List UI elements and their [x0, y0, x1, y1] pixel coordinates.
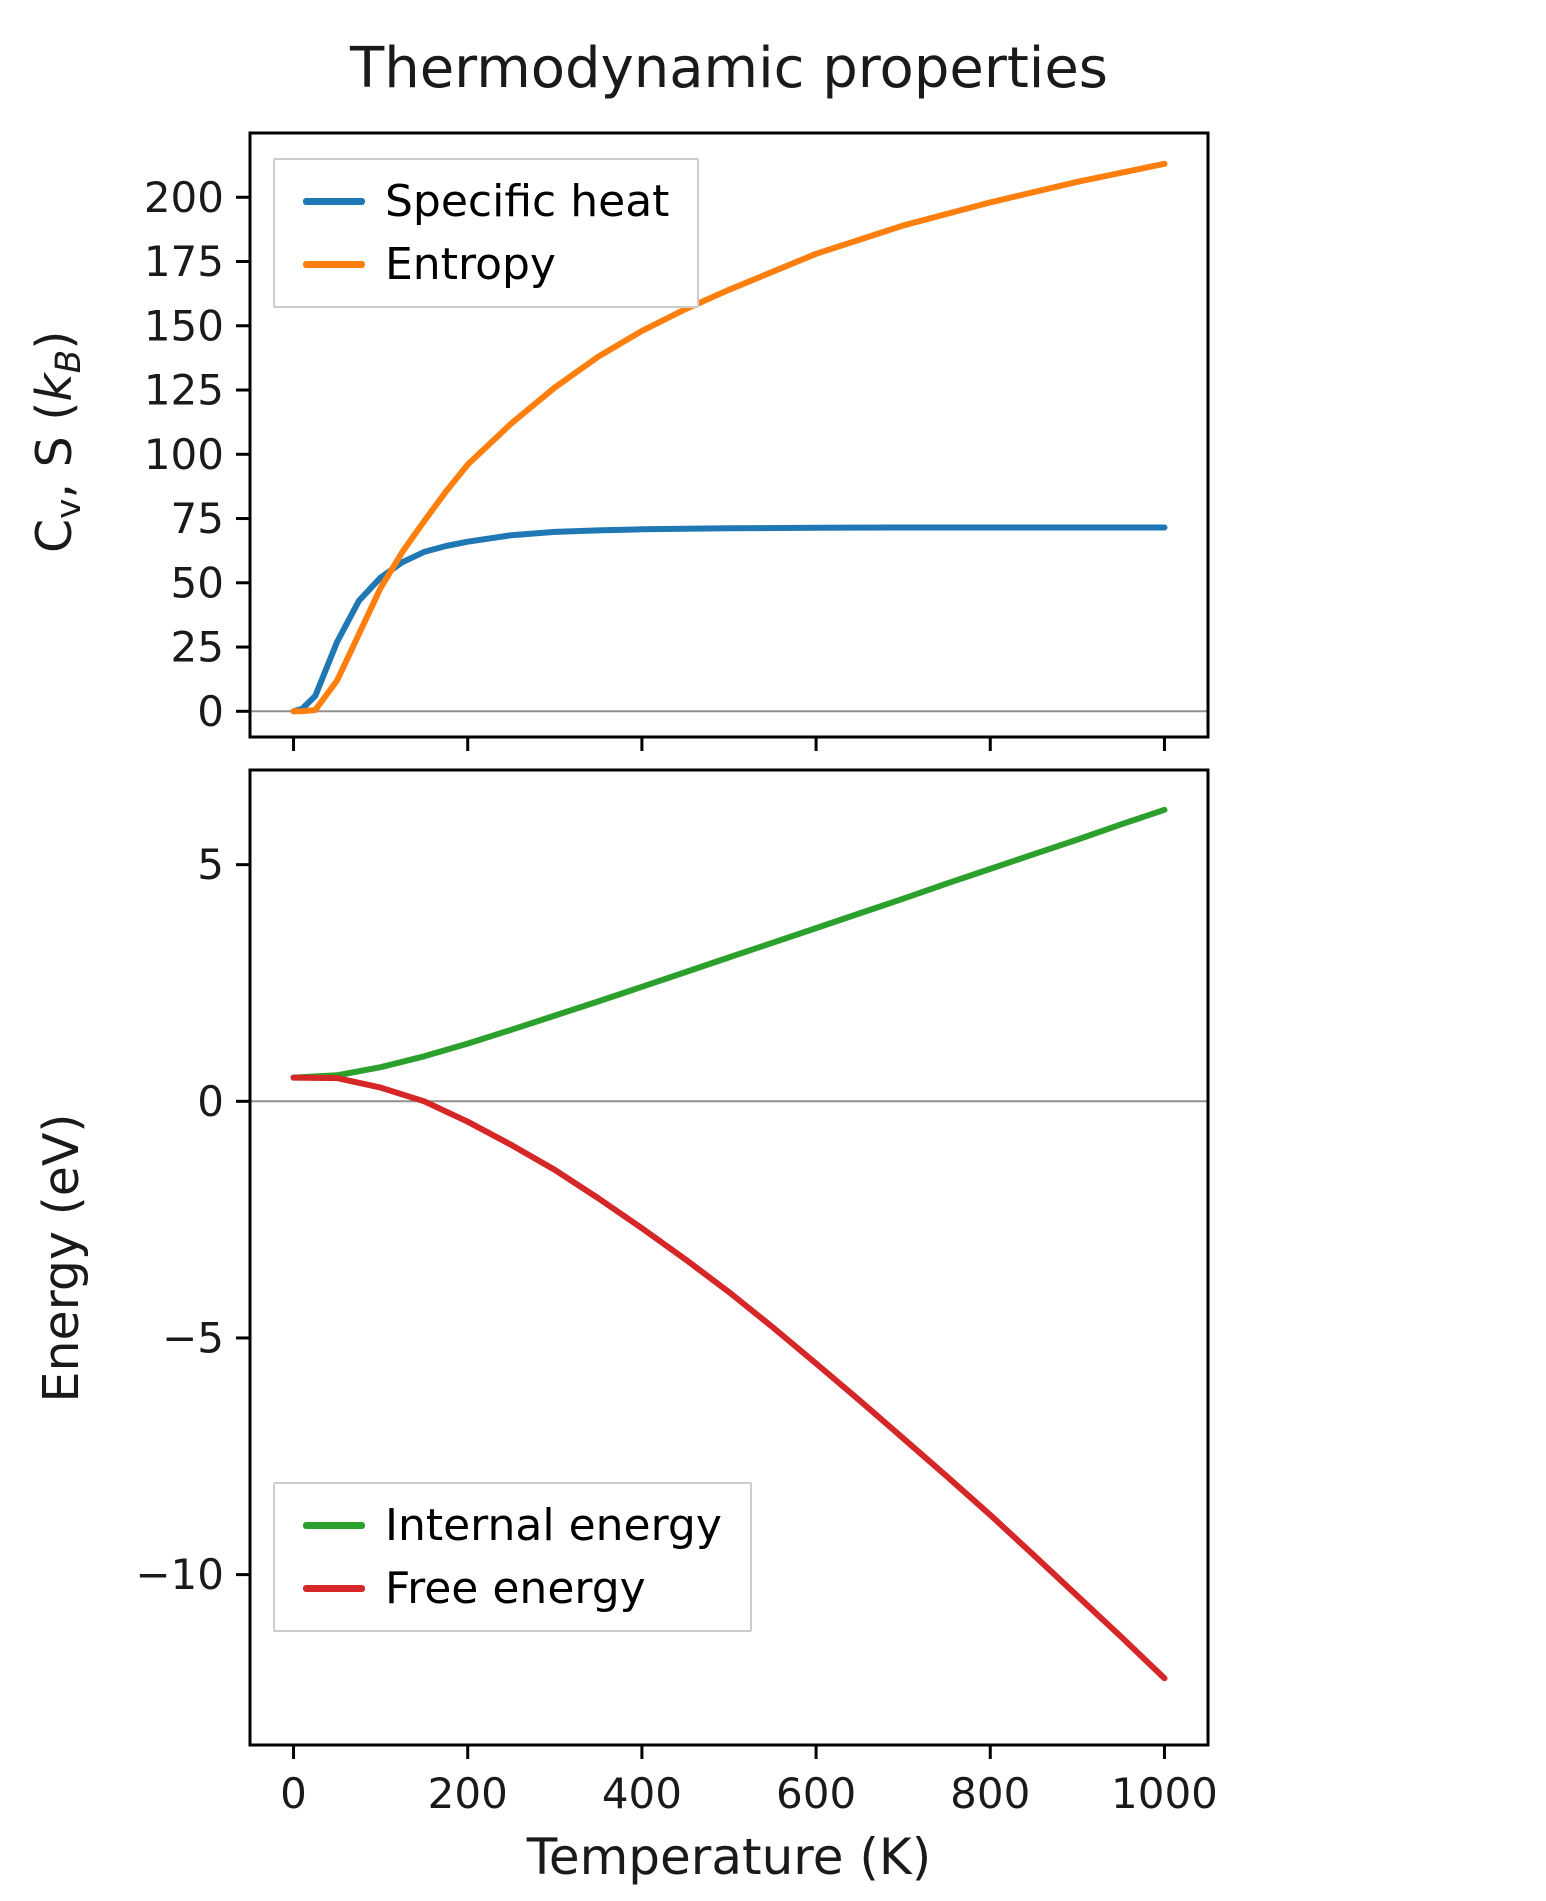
- plot-border: [248, 131, 1210, 739]
- entropy-line: [290, 160, 1168, 715]
- y-tick-label: 175: [144, 237, 224, 286]
- top-plot: 0 25 50 75 100 125 150 175 200: [144, 131, 1210, 751]
- y-tick-label: −10: [135, 1550, 224, 1599]
- bottom-legend: Internal energy Free energy: [273, 1482, 752, 1632]
- internal-energy-line-swatch: [303, 1522, 365, 1529]
- x-tick-label: 800: [950, 1769, 1030, 1818]
- legend-label-specific-heat: Specific heat: [385, 176, 670, 227]
- figure-title: Thermodynamic properties: [350, 36, 1108, 101]
- y-tick-label: 150: [144, 301, 224, 350]
- top-legend: Specific heat Entropy: [273, 158, 700, 308]
- label-segment: C: [26, 518, 84, 554]
- specific-heat-line-swatch: [303, 198, 365, 205]
- y-tick-label: 5: [197, 840, 224, 889]
- specific-heat-line: [290, 524, 1168, 715]
- y-tick-label: 125: [144, 366, 224, 415]
- legend-item-internal-energy: Internal energy: [303, 1500, 722, 1551]
- free-energy-line: [290, 1074, 1168, 1682]
- y-tick-label: −5: [162, 1313, 224, 1362]
- legend-label-internal-energy: Internal energy: [385, 1500, 722, 1551]
- y-tick-label: 25: [171, 623, 224, 672]
- x-tick-label: 600: [776, 1769, 856, 1818]
- label-segment: ): [26, 330, 84, 350]
- internal-energy-line: [290, 806, 1168, 1081]
- label-segment: k: [26, 373, 84, 402]
- legend-label-entropy: Entropy: [385, 239, 556, 290]
- y-tick-label: 200: [144, 173, 224, 222]
- y-tick-label: 50: [171, 558, 224, 607]
- legend-item-free-energy: Free energy: [303, 1563, 722, 1614]
- label-segment: v: [48, 498, 89, 519]
- y-tick-label: 75: [171, 494, 224, 543]
- label-segment: Energy (eV): [33, 1113, 90, 1403]
- free-energy-line-swatch: [303, 1585, 365, 1592]
- label-segment: B: [48, 349, 89, 374]
- legend-item-entropy: Entropy: [303, 239, 669, 290]
- bottom-plot: 0 200 400 600 800 1000 5 0 −5 −10: [135, 768, 1218, 1818]
- plot-border: [248, 768, 1210, 1747]
- entropy-line-swatch: [303, 261, 365, 268]
- legend-label-free-energy: Free energy: [385, 1563, 646, 1614]
- label-segment: , S (: [26, 401, 84, 499]
- x-tick-label: 400: [602, 1769, 682, 1818]
- top-y-axis-label: Cv, S (kB): [25, 0, 99, 892]
- x-axis-label: Temperature (K): [526, 1828, 932, 1886]
- x-tick-label: 200: [428, 1769, 508, 1818]
- legend-item-specific-heat: Specific heat: [303, 176, 669, 227]
- y-tick-label: 0: [197, 1077, 224, 1126]
- x-tick-label: 0: [280, 1769, 307, 1818]
- bottom-y-axis-label: Energy (eV): [32, 808, 92, 1708]
- y-tick-label: 100: [144, 430, 224, 479]
- y-tick-label: 0: [197, 687, 224, 736]
- x-tick-label: 1000: [1111, 1769, 1218, 1818]
